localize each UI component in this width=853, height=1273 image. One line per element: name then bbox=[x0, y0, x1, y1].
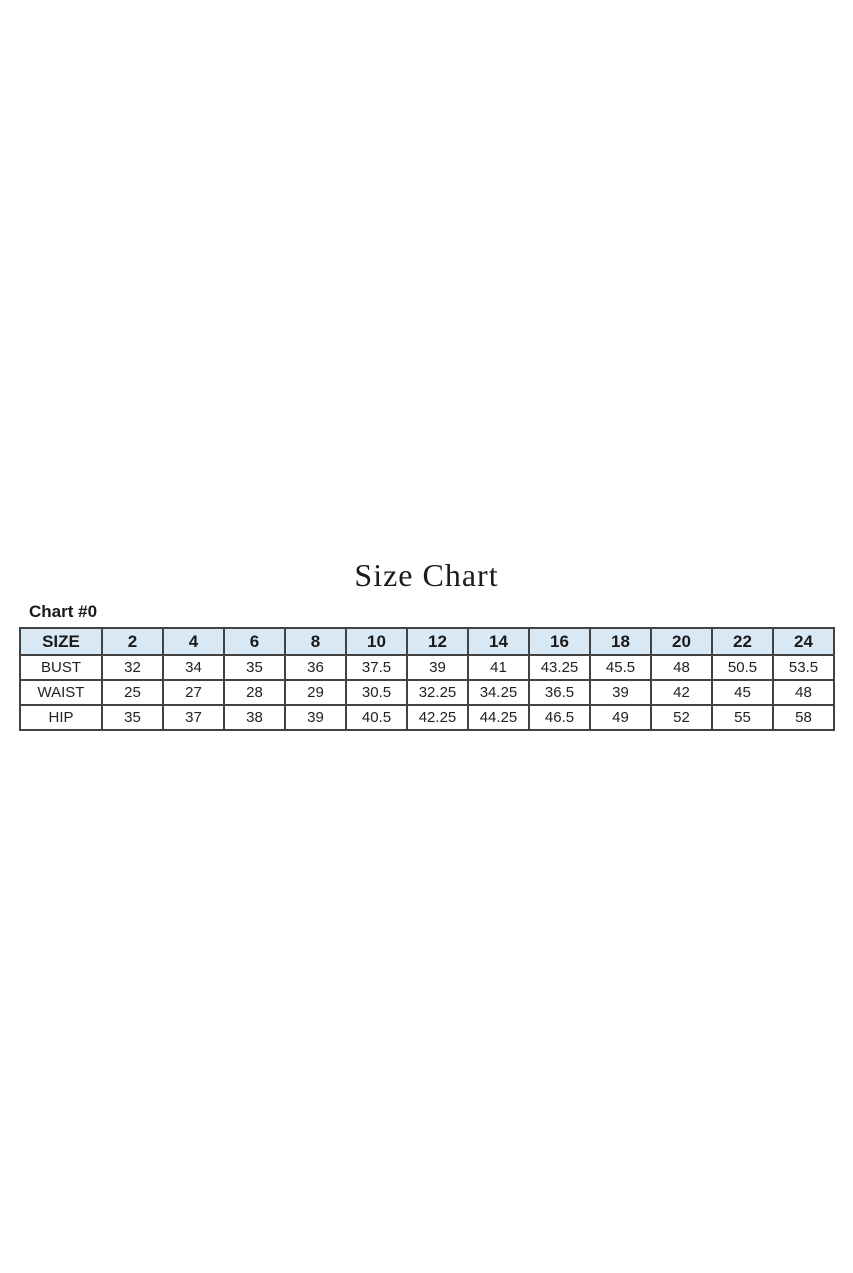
data-cell: 36 bbox=[284, 654, 347, 682]
data-cell: 27 bbox=[162, 679, 225, 707]
table-row: BUST 32 34 35 36 37.5 39 41 43.25 45.5 48 50.5 53.5 bbox=[19, 654, 835, 682]
data-cell: 42.25 bbox=[406, 704, 469, 732]
data-cell: 50.5 bbox=[711, 654, 774, 682]
size-chart-table: SIZE 2 4 6 8 10 12 14 16 18 20 22 24 BUST 32 34 35 36 37.… bbox=[19, 627, 835, 732]
page-title: Size Chart bbox=[354, 557, 499, 593]
data-cell: 36.5 bbox=[528, 679, 591, 707]
row-label: HIP bbox=[19, 704, 103, 732]
table-row: HIP 35 37 38 39 40.5 42.25 44.25 46.5 49 52 55 58 bbox=[19, 704, 835, 732]
data-cell: 49 bbox=[589, 704, 652, 732]
header-cell: 4 bbox=[162, 627, 225, 657]
data-cell: 40.5 bbox=[345, 704, 408, 732]
data-cell: 52 bbox=[650, 704, 713, 732]
table-body: BUST 32 34 35 36 37.5 39 41 43.25 45.5 48 50.5 53.5 W… bbox=[19, 654, 835, 732]
header-cell: 24 bbox=[772, 627, 835, 657]
header-cell: 8 bbox=[284, 627, 347, 657]
data-cell: 46.5 bbox=[528, 704, 591, 732]
data-cell: 42 bbox=[650, 679, 713, 707]
data-cell: 29 bbox=[284, 679, 347, 707]
size-chart-page: Size Chart Chart #0 SIZE 2 4 6 8 10 12 14 16 18 20… bbox=[0, 557, 853, 732]
header-cell: 10 bbox=[345, 627, 408, 657]
header-cell: 2 bbox=[101, 627, 164, 657]
data-cell: 43.25 bbox=[528, 654, 591, 682]
data-cell: 45.5 bbox=[589, 654, 652, 682]
data-cell: 32 bbox=[101, 654, 164, 682]
data-cell: 48 bbox=[650, 654, 713, 682]
header-cell: 18 bbox=[589, 627, 652, 657]
data-cell: 39 bbox=[589, 679, 652, 707]
data-cell: 58 bbox=[772, 704, 835, 732]
header-cell: 20 bbox=[650, 627, 713, 657]
data-cell: 34.25 bbox=[467, 679, 530, 707]
data-cell: 39 bbox=[406, 654, 469, 682]
header-cell: 6 bbox=[223, 627, 286, 657]
data-cell: 53.5 bbox=[772, 654, 835, 682]
data-cell: 28 bbox=[223, 679, 286, 707]
table-row: WAIST 25 27 28 29 30.5 32.25 34.25 36.5 39 42 45 48 bbox=[19, 679, 835, 707]
data-cell: 32.25 bbox=[406, 679, 469, 707]
header-cell: 12 bbox=[406, 627, 469, 657]
data-cell: 35 bbox=[223, 654, 286, 682]
row-label: WAIST bbox=[19, 679, 103, 707]
data-cell: 34 bbox=[162, 654, 225, 682]
data-cell: 38 bbox=[223, 704, 286, 732]
data-cell: 41 bbox=[467, 654, 530, 682]
data-cell: 45 bbox=[711, 679, 774, 707]
data-cell: 48 bbox=[772, 679, 835, 707]
data-cell: 55 bbox=[711, 704, 774, 732]
header-cell: 22 bbox=[711, 627, 774, 657]
chart-label: Chart #0 bbox=[29, 602, 98, 622]
table-header: SIZE 2 4 6 8 10 12 14 16 18 20 22 24 bbox=[19, 627, 835, 657]
header-cell: 14 bbox=[467, 627, 530, 657]
data-cell: 39 bbox=[284, 704, 347, 732]
data-cell: 30.5 bbox=[345, 679, 408, 707]
header-cell: 16 bbox=[528, 627, 591, 657]
data-cell: 25 bbox=[101, 679, 164, 707]
data-cell: 44.25 bbox=[467, 704, 530, 732]
data-cell: 37.5 bbox=[345, 654, 408, 682]
data-cell: 35 bbox=[101, 704, 164, 732]
row-label: BUST bbox=[19, 654, 103, 682]
data-cell: 37 bbox=[162, 704, 225, 732]
header-row: SIZE 2 4 6 8 10 12 14 16 18 20 22 24 bbox=[19, 627, 835, 657]
header-cell-size: SIZE bbox=[19, 627, 103, 657]
